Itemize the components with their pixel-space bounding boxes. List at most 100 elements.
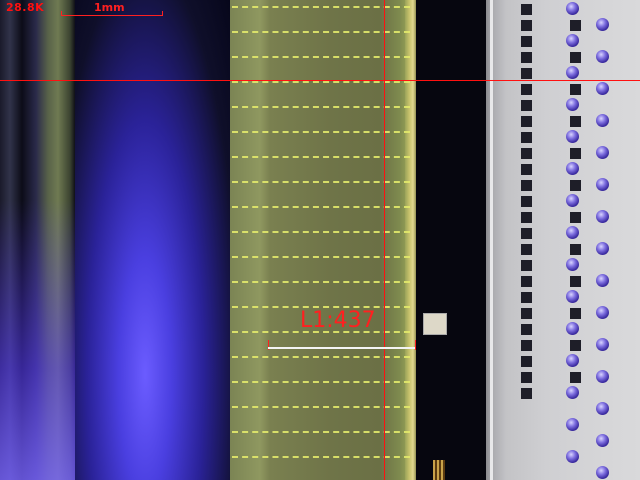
- solder-dot: [566, 194, 579, 207]
- trace-row: [232, 131, 410, 133]
- solder-dot: [566, 322, 579, 335]
- solder-dot: [566, 2, 579, 15]
- trace-row: [232, 281, 410, 283]
- pad-square: [521, 4, 532, 15]
- solder-dot: [566, 130, 579, 143]
- pad-square: [521, 244, 532, 255]
- pad-square: [521, 308, 532, 319]
- pad-square: [570, 116, 581, 127]
- pad-square: [521, 340, 532, 351]
- measurement-line[interactable]: [268, 347, 416, 349]
- trace-row: [232, 106, 410, 108]
- solder-dot: [596, 402, 609, 415]
- trace-row: [232, 181, 410, 183]
- pad-square: [570, 20, 581, 31]
- measurement-label: L1:437: [300, 308, 376, 333]
- pad-square: [521, 164, 532, 175]
- panel-edge-line: [490, 0, 493, 480]
- measurement-tick-left[interactable]: [268, 340, 269, 350]
- solder-dot: [596, 146, 609, 159]
- pad-square: [521, 292, 532, 303]
- pad-square: [521, 180, 532, 191]
- trace-row: [232, 456, 410, 458]
- trace-row: [232, 6, 410, 8]
- solder-dot: [596, 82, 609, 95]
- pad-square: [570, 52, 581, 63]
- crosshair-vertical[interactable]: [384, 0, 385, 480]
- pad-square: [570, 340, 581, 351]
- solder-dot: [566, 162, 579, 175]
- pad-square: [521, 228, 532, 239]
- solder-dot: [596, 274, 609, 287]
- trace-row: [232, 431, 410, 433]
- pad-square: [570, 276, 581, 287]
- purple-glow-edge: [0, 200, 75, 480]
- crosshair-horizontal[interactable]: [0, 80, 640, 81]
- pad-square: [570, 180, 581, 191]
- flex-cable-strip: [230, 0, 416, 480]
- pad-square: [521, 212, 532, 223]
- trace-row: [232, 306, 410, 308]
- pad-square: [570, 372, 581, 383]
- pad-square: [521, 36, 532, 47]
- pad-square: [521, 52, 532, 63]
- blue-illuminated-region: [75, 0, 231, 480]
- magnification-readout: 28.8K: [6, 1, 45, 14]
- pad-square: [521, 276, 532, 287]
- measurement-tick-right[interactable]: [415, 340, 416, 350]
- pad-square: [521, 388, 532, 399]
- pad-square: [570, 212, 581, 223]
- solder-dot: [566, 98, 579, 111]
- pad-square: [521, 260, 532, 271]
- trace-row: [232, 156, 410, 158]
- trace-row: [232, 256, 410, 258]
- pad-square: [521, 148, 532, 159]
- solder-dot: [566, 354, 579, 367]
- dark-gap: [416, 0, 486, 480]
- trace-row: [232, 31, 410, 33]
- trace-row: [232, 381, 410, 383]
- scale-bar: [61, 11, 163, 16]
- bottom-connector: [433, 460, 445, 480]
- solder-dot: [566, 226, 579, 239]
- marker-square: [423, 313, 447, 335]
- solder-dot: [596, 306, 609, 319]
- solder-dot: [596, 50, 609, 63]
- pad-square: [521, 132, 532, 143]
- pad-square: [521, 372, 532, 383]
- pad-square: [521, 68, 532, 79]
- pad-square: [521, 324, 532, 335]
- pad-square: [570, 84, 581, 95]
- pad-square: [570, 244, 581, 255]
- pad-square: [570, 308, 581, 319]
- solder-dot: [596, 434, 609, 447]
- solder-dot: [566, 66, 579, 79]
- trace-row: [232, 206, 410, 208]
- trace-row: [232, 231, 410, 233]
- solder-dot: [596, 338, 609, 351]
- trace-row: [232, 56, 410, 58]
- solder-dot: [596, 242, 609, 255]
- solder-dot: [596, 18, 609, 31]
- pad-square: [521, 20, 532, 31]
- strip-edge: [405, 0, 417, 480]
- trace-row: [232, 81, 410, 83]
- pad-square: [521, 116, 532, 127]
- solder-dot: [566, 34, 579, 47]
- solder-dot: [596, 210, 609, 223]
- pad-square: [521, 100, 532, 111]
- pad-square: [521, 84, 532, 95]
- scale-label: 1mm: [94, 1, 125, 14]
- solder-dot: [596, 466, 609, 479]
- pad-square: [521, 196, 532, 207]
- pad-square: [570, 148, 581, 159]
- solder-dot: [566, 258, 579, 271]
- trace-row: [232, 331, 410, 333]
- solder-dot: [566, 450, 579, 463]
- solder-dot: [566, 290, 579, 303]
- solder-dot: [566, 386, 579, 399]
- solder-dot: [596, 114, 609, 127]
- solder-dot: [596, 370, 609, 383]
- component-panel: [486, 0, 640, 480]
